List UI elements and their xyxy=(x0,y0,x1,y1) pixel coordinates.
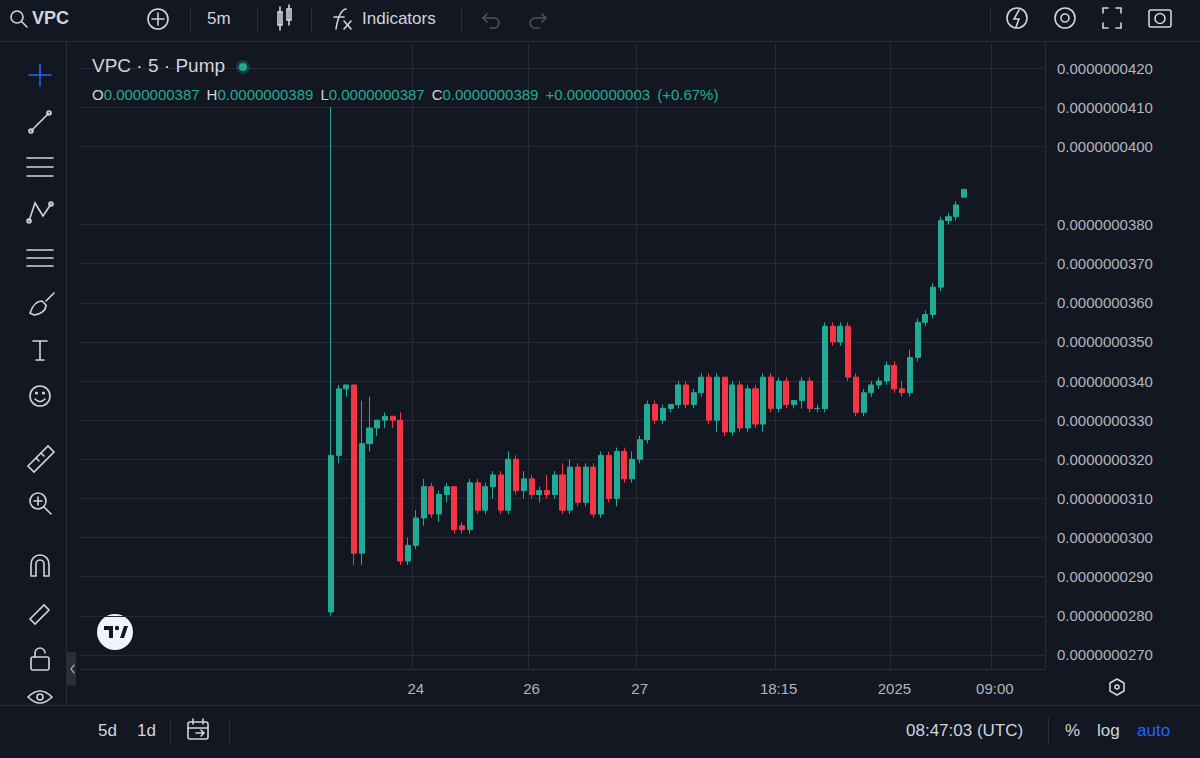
html-text:VPC: VPC xyxy=(32,8,69,28)
html-text:08:47:03 (UTC): 08:47:03 (UTC) xyxy=(906,721,1024,740)
html-text:+0.0000000003: +0.0000000003 xyxy=(545,86,651,103)
svg-text:0.0000000320: 0.0000000320 xyxy=(1057,451,1153,468)
svg-text:18:15: 18:15 xyxy=(760,680,798,697)
html-text:L 0.0000000387: L 0.0000000387 xyxy=(320,86,425,103)
html-text:auto: auto xyxy=(1137,721,1171,740)
svg-text:0.0000000270: 0.0000000270 xyxy=(1057,646,1153,663)
svg-text:27: 27 xyxy=(631,680,648,697)
svg-text:0.0000000400: 0.0000000400 xyxy=(1057,138,1153,155)
svg-text:09:00: 09:00 xyxy=(976,680,1014,697)
svg-text:0.0000000360: 0.0000000360 xyxy=(1057,294,1153,311)
svg-text:0.0000000290: 0.0000000290 xyxy=(1057,568,1153,585)
html-text:1d: 1d xyxy=(137,721,156,740)
html-text:Indicators: Indicators xyxy=(362,9,436,28)
svg-text:0.0000000310: 0.0000000310 xyxy=(1057,490,1153,507)
svg-text:24: 24 xyxy=(407,680,424,697)
html-text:log: log xyxy=(1097,721,1120,740)
html-text:5d: 5d xyxy=(98,721,117,740)
html-text:VPC · 5 · Pump: VPC · 5 · Pump xyxy=(92,55,225,76)
svg-text:0.0000000410: 0.0000000410 xyxy=(1057,99,1153,116)
svg-text:0.0000000420: 0.0000000420 xyxy=(1057,60,1153,77)
html-text:O 0.0000000387: O 0.0000000387 xyxy=(92,86,200,103)
svg-text:0.0000000370: 0.0000000370 xyxy=(1057,255,1153,272)
svg-text:0.0000000340: 0.0000000340 xyxy=(1057,373,1153,390)
html-text:H 0.0000000389: H 0.0000000389 xyxy=(206,86,314,103)
svg-text:0.0000000280: 0.0000000280 xyxy=(1057,607,1153,624)
html-text:5m: 5m xyxy=(207,9,231,28)
svg-text:26: 26 xyxy=(523,680,540,697)
svg-text:2025: 2025 xyxy=(878,680,911,697)
svg-text:0.0000000330: 0.0000000330 xyxy=(1057,412,1153,429)
html-text:(+0.67%): (+0.67%) xyxy=(657,86,719,103)
svg-text:0.0000000380: 0.0000000380 xyxy=(1057,216,1153,233)
svg-text:0.0000000350: 0.0000000350 xyxy=(1057,333,1153,350)
svg-text:0.0000000300: 0.0000000300 xyxy=(1057,529,1153,546)
html-text:C 0.0000000389: C 0.0000000389 xyxy=(431,86,539,103)
